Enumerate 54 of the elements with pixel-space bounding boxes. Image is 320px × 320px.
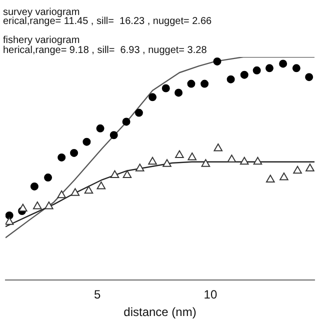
point [96, 124, 104, 132]
point [305, 73, 314, 82]
point [306, 164, 314, 172]
point [30, 182, 38, 190]
point [279, 60, 288, 68]
point [175, 150, 184, 158]
point [82, 138, 91, 146]
text: erical,range= 11.45 , sill= 16.23 , nugget= 2.66 [3, 16, 212, 27]
point [134, 108, 143, 117]
x-tick-label: 10 [204, 288, 218, 302]
point [214, 144, 223, 152]
point [265, 64, 274, 72]
point [44, 202, 54, 210]
point [266, 174, 275, 183]
point [122, 118, 130, 126]
point [293, 166, 302, 174]
point [292, 64, 300, 72]
point [174, 88, 183, 97]
point [280, 172, 288, 180]
point [162, 159, 172, 167]
x-axis-title: distance (nm) [124, 305, 196, 320]
point [57, 190, 66, 198]
text: herical,range= 9.18 , sill= 6.93 , nugget= 3.28 [3, 45, 208, 56]
point [226, 75, 235, 84]
point [213, 57, 222, 66]
point [6, 211, 14, 220]
point [162, 84, 170, 92]
point [122, 170, 132, 178]
point [240, 70, 248, 79]
point [188, 152, 197, 160]
point [227, 154, 236, 162]
point [44, 174, 52, 182]
point [84, 186, 94, 194]
point [6, 217, 14, 225]
point [201, 159, 210, 167]
point [253, 156, 262, 165]
point [187, 80, 196, 88]
point [240, 156, 249, 165]
point [18, 204, 28, 212]
text: survey variogram [3, 7, 80, 18]
point [135, 164, 144, 172]
point [70, 148, 78, 157]
point [70, 188, 80, 196]
point [148, 156, 157, 165]
point [58, 153, 66, 162]
point [110, 170, 120, 178]
point [110, 131, 118, 140]
text: fishery variogram [3, 35, 80, 46]
x-tick-label: 5 [94, 288, 101, 302]
point [96, 181, 106, 190]
point [148, 93, 157, 102]
point [33, 202, 42, 210]
point [252, 66, 261, 74]
point [200, 80, 209, 88]
